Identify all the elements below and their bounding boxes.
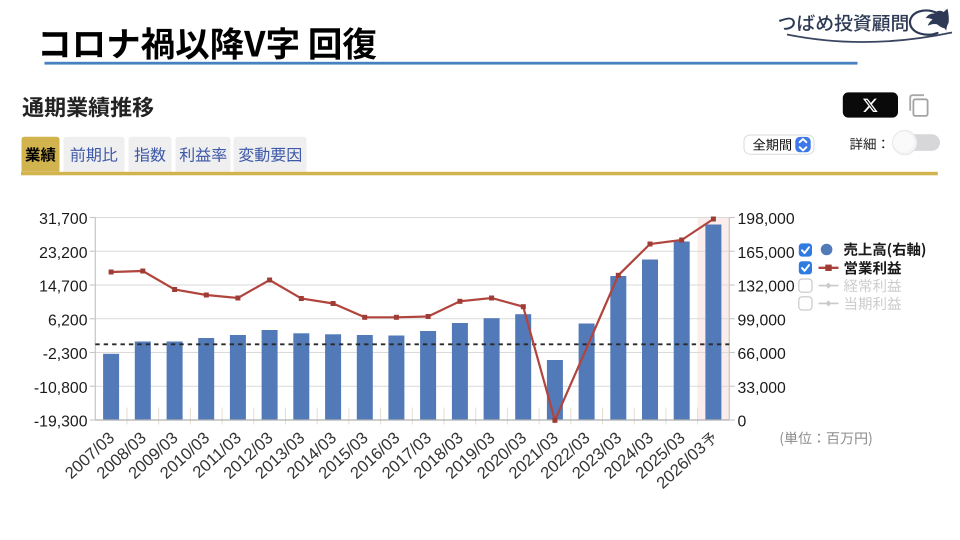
svg-text:6,200: 6,200 xyxy=(48,312,88,329)
svg-text:0: 0 xyxy=(738,414,747,431)
svg-text:-2,300: -2,300 xyxy=(43,346,88,363)
svg-text:-19,300: -19,300 xyxy=(34,414,88,431)
svg-text:66,000: 66,000 xyxy=(738,346,787,363)
svg-text:-10,800: -10,800 xyxy=(34,380,88,397)
svg-text:132,000: 132,000 xyxy=(738,279,795,296)
svg-text:33,000: 33,000 xyxy=(738,380,787,397)
svg-text:198,000: 198,000 xyxy=(738,211,795,228)
svg-text:99,000: 99,000 xyxy=(738,312,787,329)
svg-text:14,700: 14,700 xyxy=(39,279,88,296)
svg-text:165,000: 165,000 xyxy=(738,245,795,262)
svg-text:31,700: 31,700 xyxy=(39,211,88,228)
svg-text:23,200: 23,200 xyxy=(39,245,88,262)
